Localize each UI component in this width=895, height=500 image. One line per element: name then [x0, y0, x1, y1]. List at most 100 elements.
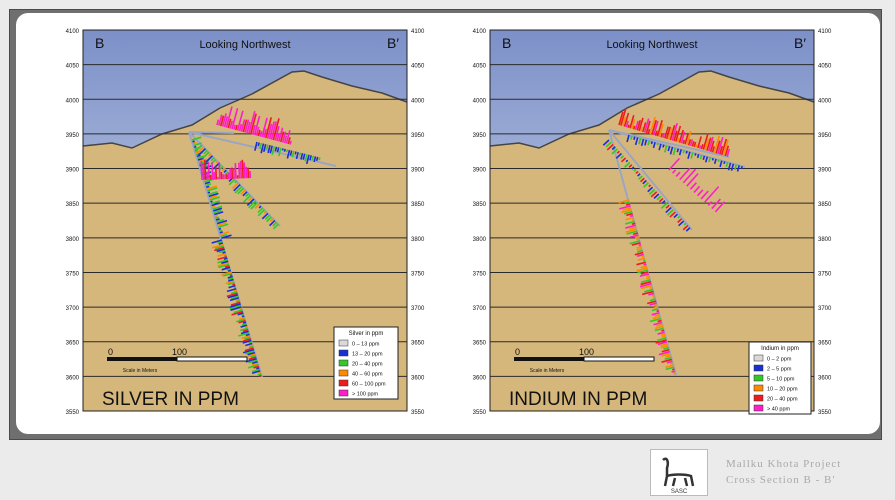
- assay-bar: [245, 327, 247, 328]
- assay-bar: [206, 186, 209, 187]
- legend-label: 10 – 20 ppm: [767, 387, 798, 393]
- assay-bar: [712, 158, 713, 160]
- legend-swatch: [339, 370, 348, 376]
- scale-zero: 0: [515, 347, 520, 357]
- assay-bar: [653, 307, 657, 308]
- assay-bar: [634, 126, 635, 129]
- assay-bar: [662, 336, 666, 337]
- assay-bar: [241, 161, 242, 178]
- elevation-label-left: 3800: [66, 237, 80, 243]
- assay-bar: [319, 157, 320, 160]
- assay-bar: [215, 217, 218, 218]
- assay-bar: [683, 140, 684, 144]
- assay-bar: [290, 141, 291, 145]
- assay-bar: [258, 374, 261, 375]
- elevation-label-left: 3850: [473, 202, 487, 208]
- llama-logo-icon: SASC: [651, 450, 707, 495]
- assay-bar: [220, 232, 223, 233]
- assay-bar: [698, 154, 699, 158]
- legend-swatch: [754, 355, 763, 361]
- assay-bar: [741, 166, 742, 169]
- assay-bar: [287, 149, 288, 152]
- legend-swatch: [339, 350, 348, 356]
- elevation-label-right: 3850: [818, 202, 832, 208]
- assay-bar: [236, 299, 239, 300]
- scale-hundred: 100: [172, 347, 187, 357]
- assay-bar: [205, 160, 206, 180]
- assay-bar: [650, 288, 653, 289]
- assay-bar: [642, 256, 644, 257]
- elevation-label-right: 3750: [411, 271, 425, 277]
- assay-bar: [634, 137, 635, 140]
- assay-bar: [275, 147, 276, 152]
- assay-bar: [683, 150, 684, 153]
- legend-label: 0 – 13 ppm: [352, 342, 380, 348]
- logo-text: SASC: [671, 489, 688, 495]
- assay-bar: [193, 141, 195, 142]
- legend-label: 20 – 40 ppm: [352, 362, 383, 368]
- assay-bar: [228, 270, 231, 271]
- elevation-label-left: 3700: [473, 306, 487, 312]
- assay-bar: [222, 252, 225, 253]
- legend-swatch: [339, 380, 348, 386]
- assay-bar: [635, 237, 639, 238]
- section-title: SILVER IN PPM: [102, 389, 239, 410]
- assay-bar: [219, 230, 222, 231]
- section-title: INDIUM IN PPM: [509, 389, 647, 410]
- assay-bar: [227, 269, 231, 270]
- assay-bar: [235, 163, 236, 179]
- assay-bar: [216, 167, 217, 180]
- assay-bar: [300, 153, 301, 156]
- assay-bar: [259, 375, 261, 376]
- assay-bar: [239, 163, 240, 179]
- assay-bar: [234, 290, 237, 291]
- assay-bar: [224, 258, 227, 259]
- assay-bar: [212, 206, 215, 207]
- assay-bar: [215, 216, 217, 217]
- legend-swatch: [754, 365, 763, 371]
- assay-bar: [317, 157, 318, 161]
- assay-bar: [695, 153, 696, 155]
- assay-bar: [673, 373, 675, 374]
- assay-bar: [646, 276, 649, 277]
- assay-bar: [700, 145, 701, 148]
- assay-bar: [193, 143, 196, 144]
- legend-label: 60 – 100 ppm: [352, 382, 386, 388]
- assay-bar: [651, 141, 652, 144]
- assay-bar: [652, 295, 654, 296]
- elevation-label-left: 3750: [66, 271, 80, 277]
- elevation-label-right: 3550: [411, 410, 425, 416]
- section-name: Cross Section B - B′: [726, 472, 841, 488]
- assay-bar: [242, 316, 244, 317]
- assay-bar: [246, 334, 250, 335]
- elevation-label-left: 3950: [66, 133, 80, 139]
- elevation-label-right: 3800: [411, 237, 425, 243]
- elevation-label-left: 4100: [473, 29, 487, 35]
- legend-label: 5 – 10 ppm: [767, 377, 795, 383]
- assay-bar: [216, 161, 218, 163]
- assay-bar: [244, 163, 245, 179]
- elevation-label-left: 3750: [473, 271, 487, 277]
- assay-bar: [312, 156, 313, 160]
- elevation-label-left: 4100: [66, 29, 80, 35]
- view-heading: Looking Northwest: [606, 39, 697, 51]
- elevation-label-right: 4050: [818, 64, 832, 70]
- assay-bar: [672, 369, 674, 370]
- section-corner-right: B′: [387, 35, 399, 51]
- assay-bar: [643, 260, 645, 261]
- elevation-label-right: 3700: [818, 306, 832, 312]
- assay-bar: [242, 160, 243, 179]
- assay-bar: [208, 192, 210, 193]
- sasc-logo: SASC: [650, 449, 708, 496]
- assay-bar: [249, 347, 253, 348]
- assay-bar: [661, 133, 662, 137]
- assay-bar: [219, 228, 221, 229]
- assay-bar: [628, 125, 629, 128]
- elevation-label-left: 3600: [66, 375, 80, 381]
- section-corner-left: B: [502, 35, 511, 51]
